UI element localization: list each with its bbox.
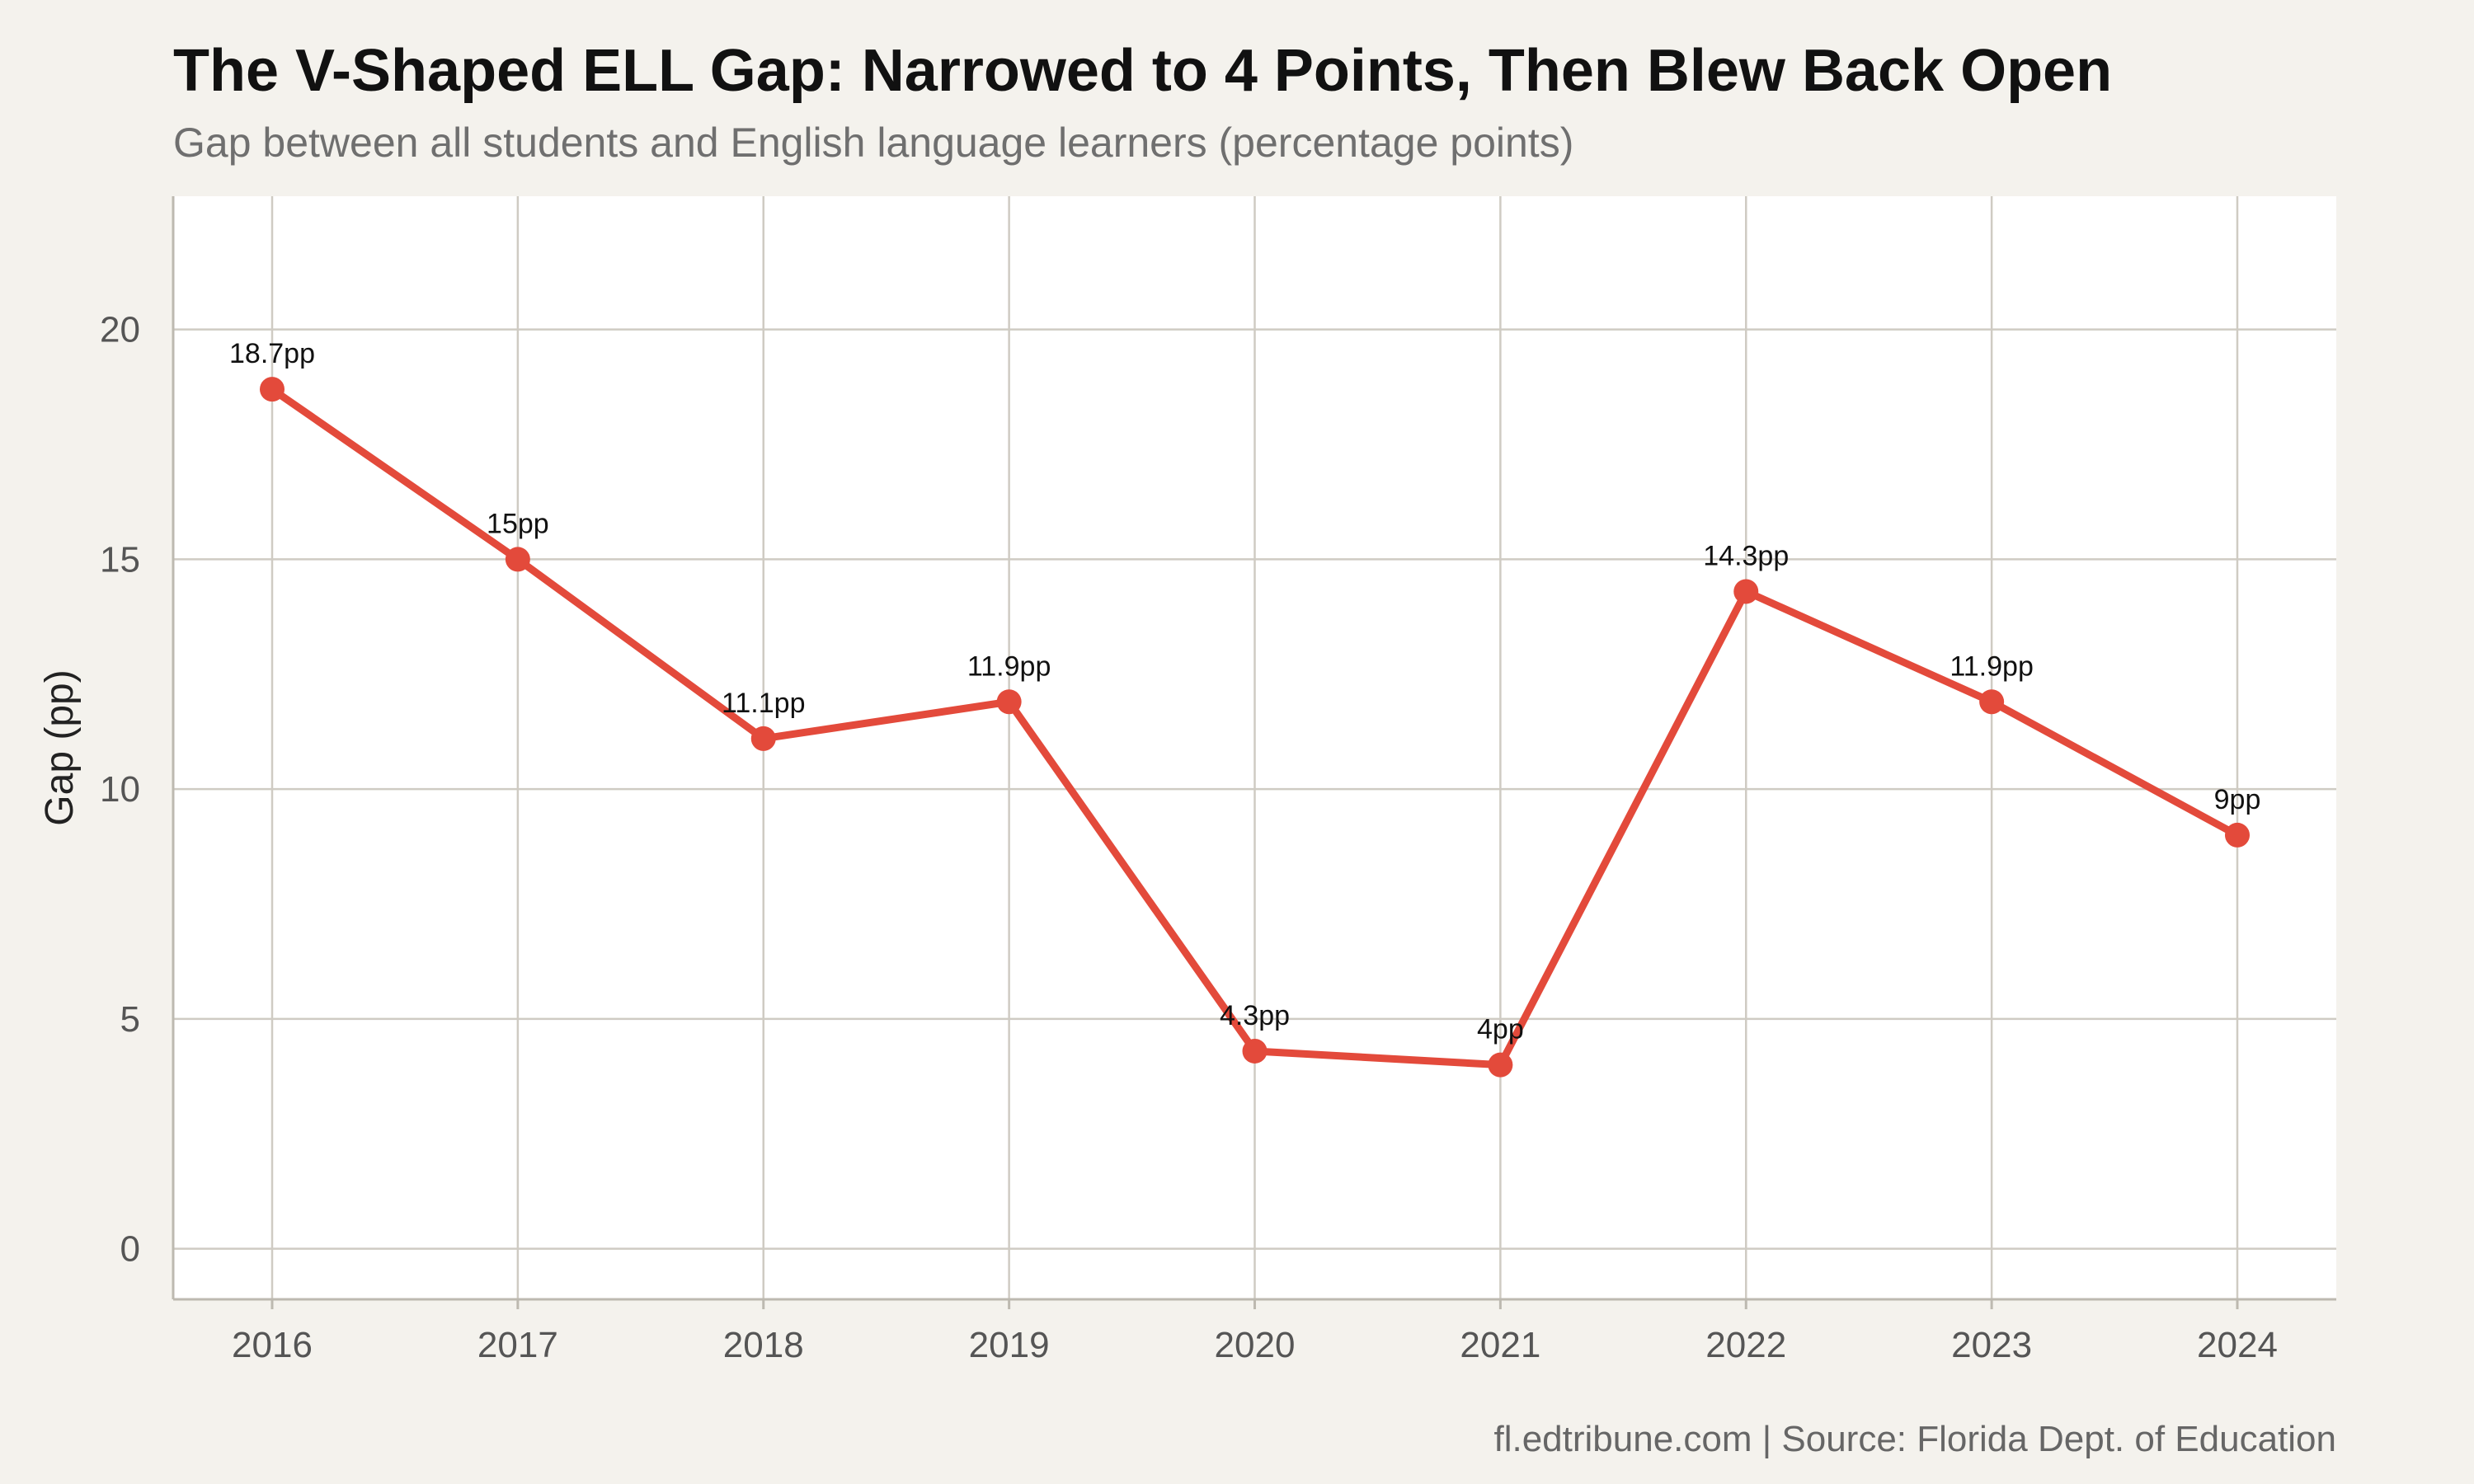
y-tick-label: 10 <box>100 769 140 810</box>
y-tick-label: 5 <box>120 999 140 1040</box>
data-point <box>2225 822 2250 848</box>
x-tick-label: 2019 <box>969 1325 1050 1365</box>
data-point <box>505 547 530 572</box>
source-caption: fl.edtribune.com | Source: Florida Dept.… <box>1493 1419 2336 1459</box>
x-tick-label: 2020 <box>1215 1325 1296 1365</box>
data-label: 9pp <box>2214 784 2261 815</box>
y-gridlines <box>173 328 2336 1250</box>
data-label: 15pp <box>487 508 549 539</box>
data-point <box>1733 579 1759 604</box>
x-tick-label: 2017 <box>477 1325 558 1365</box>
data-label: 11.9pp <box>967 650 1051 682</box>
y-tick-label: 15 <box>100 539 140 580</box>
y-tick-labels: 0 5 10 15 20 <box>100 310 140 1270</box>
data-label: 18.7pp <box>229 338 315 369</box>
data-point <box>750 726 776 751</box>
data-label: 11.9pp <box>1950 650 2033 682</box>
chart-title: The V-Shaped ELL Gap: Narrowed to 4 Poin… <box>173 38 2112 104</box>
data-point <box>1979 689 2005 715</box>
x-tick-label: 2023 <box>1951 1325 2032 1365</box>
x-tick-label: 2021 <box>1460 1325 1540 1365</box>
data-label: 4pp <box>1477 1014 1524 1045</box>
data-point <box>996 689 1022 715</box>
x-tick-label: 2018 <box>723 1325 804 1365</box>
data-label: 4.3pp <box>1220 1000 1290 1031</box>
data-point <box>1242 1038 1268 1064</box>
y-tick-label: 20 <box>100 310 140 350</box>
data-label: 11.1pp <box>722 688 805 719</box>
data-point <box>1488 1052 1513 1078</box>
chart-subtitle: Gap between all students and English lan… <box>173 120 1573 166</box>
x-tick-label: 2024 <box>2197 1325 2278 1365</box>
x-tick-labels: 2016 2017 2018 2019 2020 2021 2022 2023 2024 <box>232 1299 2278 1365</box>
y-axis-label: Gap (pp) <box>38 669 82 825</box>
data-point <box>260 377 285 402</box>
x-tick-label: 2016 <box>232 1325 313 1365</box>
y-tick-label: 0 <box>120 1229 140 1270</box>
series-layer: 18.7pp 15pp 11.1pp 11.9pp 4.3pp 4pp 14.3pp 11.9… <box>229 338 2260 1078</box>
x-tick-label: 2022 <box>1705 1325 1786 1365</box>
data-label: 14.3pp <box>1703 540 1789 571</box>
